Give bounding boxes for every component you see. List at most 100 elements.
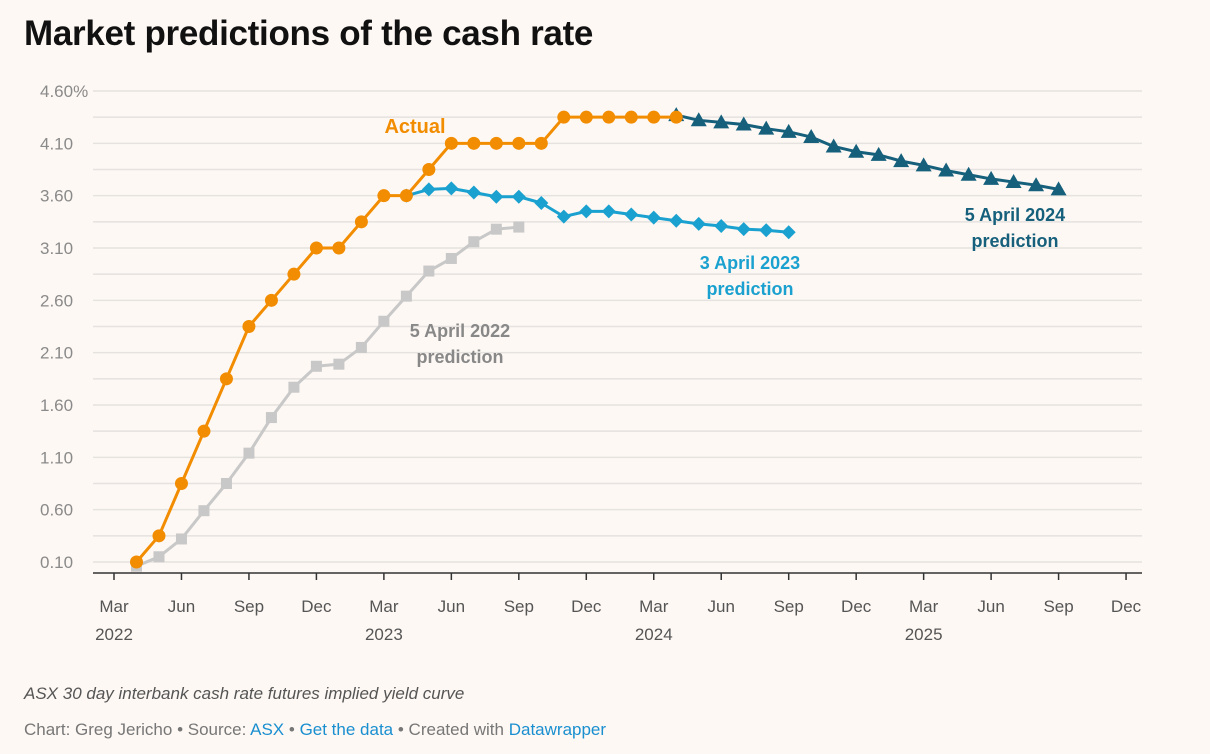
y-tick-label: 0.10 bbox=[40, 553, 73, 572]
x-tick-label: Jun bbox=[977, 597, 1004, 616]
x-tick-label: Dec bbox=[571, 597, 602, 616]
data-point bbox=[938, 162, 955, 177]
data-point bbox=[378, 315, 390, 327]
data-point bbox=[512, 136, 526, 150]
data-point bbox=[511, 189, 526, 204]
label-actual: Actual bbox=[370, 114, 460, 140]
x-tick-label: Mar bbox=[99, 597, 129, 616]
data-point bbox=[152, 529, 166, 543]
data-point bbox=[579, 110, 593, 124]
data-point bbox=[646, 210, 661, 225]
y-tick-label: 0.60 bbox=[40, 501, 73, 520]
label-line: 5 April 2022 bbox=[409, 321, 511, 341]
data-point bbox=[355, 341, 367, 353]
label-line: prediction bbox=[706, 279, 794, 299]
data-point bbox=[264, 293, 278, 307]
data-point bbox=[220, 478, 232, 489]
x-tick-label: Dec bbox=[841, 597, 872, 616]
data-point bbox=[736, 222, 751, 237]
series-line bbox=[675, 113, 1059, 191]
data-point bbox=[242, 320, 256, 333]
data-point bbox=[444, 136, 458, 150]
data-point bbox=[848, 143, 865, 158]
data-point bbox=[780, 123, 797, 138]
x-tick-label: Sep bbox=[1043, 597, 1073, 616]
x-tick-label: Jun bbox=[168, 597, 195, 616]
data-point bbox=[534, 195, 549, 210]
data-point bbox=[423, 265, 435, 277]
label-2023-prediction: 3 April 2023 prediction bbox=[670, 250, 830, 302]
data-point bbox=[714, 219, 729, 234]
data-point bbox=[129, 555, 143, 569]
data-point bbox=[489, 136, 503, 150]
y-tick-label: 4.60% bbox=[40, 82, 88, 101]
data-point bbox=[556, 209, 571, 224]
x-tick-year: 2022 bbox=[95, 625, 133, 644]
data-point bbox=[1028, 177, 1045, 192]
data-point bbox=[400, 290, 412, 302]
data-point bbox=[175, 533, 187, 545]
data-point bbox=[198, 505, 210, 517]
source-label: Source: bbox=[187, 720, 251, 739]
data-point bbox=[870, 146, 887, 161]
series-actual bbox=[129, 110, 683, 569]
data-point bbox=[534, 136, 548, 150]
label-actual-text: Actual bbox=[384, 116, 446, 138]
data-point bbox=[624, 207, 639, 222]
data-point bbox=[197, 424, 211, 438]
data-point bbox=[557, 110, 571, 124]
x-tick-label: Mar bbox=[369, 597, 399, 616]
data-point bbox=[445, 252, 457, 264]
credit: Chart: Greg Jericho bbox=[24, 720, 173, 739]
data-point bbox=[690, 112, 707, 127]
y-tick-label: 1.60 bbox=[40, 396, 73, 415]
datawrapper-link[interactable]: Datawrapper bbox=[508, 720, 607, 739]
data-point bbox=[354, 215, 368, 229]
x-tick-label: Dec bbox=[1111, 597, 1142, 616]
x-tick-year: 2024 bbox=[635, 625, 673, 644]
data-point bbox=[466, 185, 481, 200]
data-point bbox=[287, 267, 301, 281]
data-point bbox=[468, 236, 480, 248]
x-tick-year: 2023 bbox=[365, 625, 403, 644]
data-point bbox=[960, 166, 977, 181]
series-line bbox=[135, 225, 519, 568]
data-point bbox=[669, 110, 683, 124]
data-point bbox=[602, 110, 616, 124]
series-5-april-2024-prediction bbox=[668, 107, 1067, 196]
data-point bbox=[669, 213, 684, 228]
source-link[interactable]: ASX bbox=[250, 720, 285, 739]
data-point bbox=[399, 189, 413, 203]
label-line: prediction bbox=[971, 231, 1059, 251]
data-point bbox=[219, 372, 233, 386]
label-line: 5 April 2024 bbox=[964, 205, 1066, 225]
data-point bbox=[781, 225, 796, 240]
y-tick-label: 1.10 bbox=[40, 448, 73, 467]
data-point bbox=[624, 110, 638, 124]
separator: • bbox=[172, 720, 188, 739]
data-point bbox=[490, 223, 502, 235]
data-point bbox=[513, 221, 525, 233]
created-with: Created with bbox=[408, 720, 509, 739]
data-point bbox=[735, 116, 752, 131]
data-point bbox=[1050, 181, 1067, 196]
get-data-link[interactable]: Get the data bbox=[299, 720, 394, 739]
data-point bbox=[647, 110, 661, 124]
data-point bbox=[333, 358, 345, 370]
data-point bbox=[288, 381, 300, 393]
y-tick-label: 4.10 bbox=[40, 134, 73, 153]
y-tick-label: 3.10 bbox=[40, 239, 73, 258]
chart-description: ASX 30 day interbank cash rate futures i… bbox=[24, 684, 465, 703]
chart-footer: Chart: Greg Jericho • Source: ASX • Get … bbox=[24, 720, 606, 740]
y-tick-label: 2.10 bbox=[40, 344, 73, 363]
x-tick-label: Sep bbox=[774, 597, 804, 616]
x-tick-label: Jun bbox=[708, 597, 735, 616]
data-point bbox=[444, 181, 459, 196]
data-point bbox=[310, 360, 322, 372]
data-point bbox=[915, 157, 932, 172]
series-3-april-2023-prediction bbox=[399, 181, 796, 240]
series-5-april-2022-prediction bbox=[130, 221, 525, 572]
data-point bbox=[579, 204, 594, 219]
chart-title: Market predictions of the cash rate bbox=[24, 14, 594, 53]
label-line: prediction bbox=[416, 347, 504, 367]
